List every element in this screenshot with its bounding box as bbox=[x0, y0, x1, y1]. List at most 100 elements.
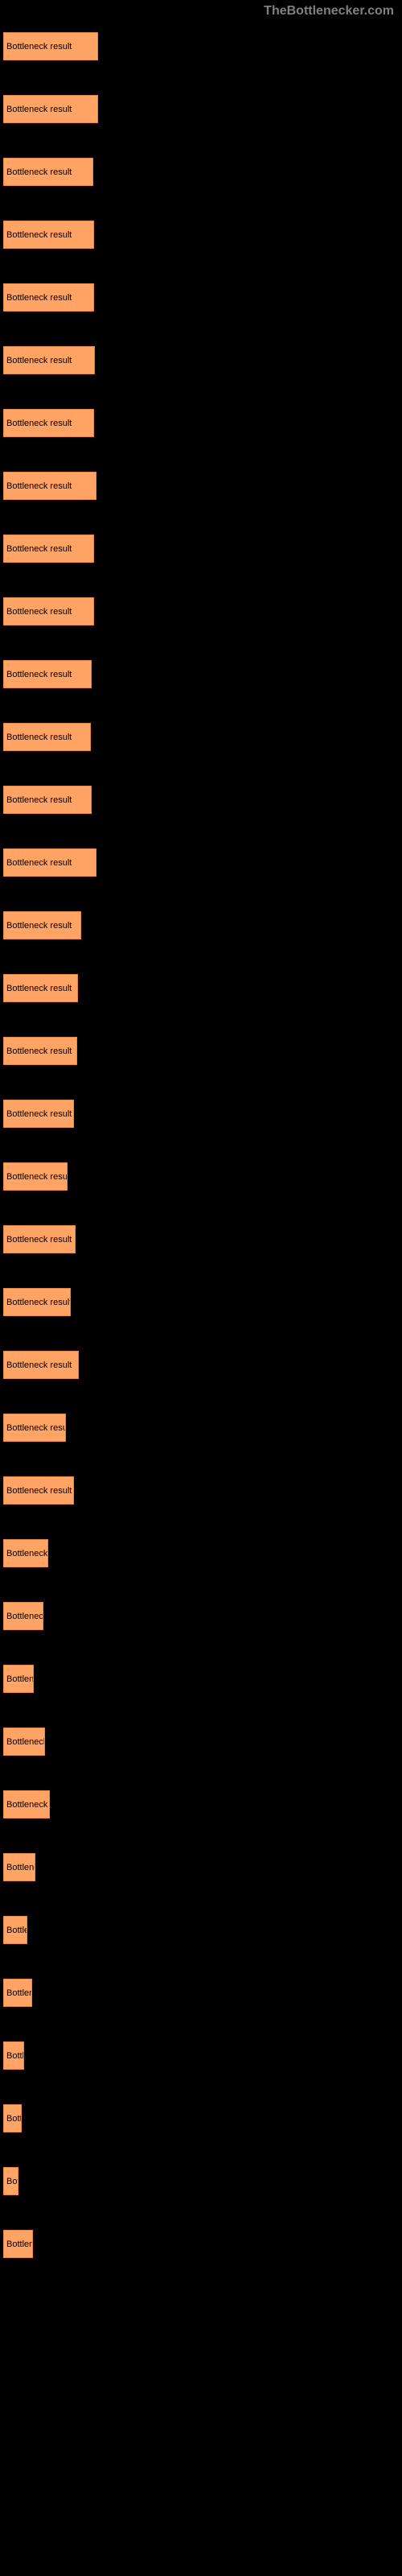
bar-chart: Bottleneck result Bottleneck result Bottle… bbox=[0, 0, 402, 2258]
bar-label: Bottleneck result bbox=[6, 1863, 35, 1872]
bar-label: Bottleneck result bbox=[6, 230, 72, 240]
chart-bar: Bottleneck result bbox=[3, 786, 92, 814]
chart-bar: Bottleneck result bbox=[3, 1225, 76, 1253]
chart-bar: Bottleneck result bbox=[3, 32, 98, 60]
chart-bar: Bottleneck result bbox=[3, 158, 93, 186]
bar-row: Bottleneck result bbox=[3, 2041, 402, 2070]
chart-bar: Bottleneck result bbox=[3, 1728, 45, 1756]
bar-label: Bottleneck result bbox=[6, 1298, 71, 1307]
bar-row: Bottleneck result bbox=[3, 2230, 402, 2258]
chart-bar: Bottleneck result bbox=[3, 1665, 34, 1693]
bar-label: Bottleneck result bbox=[6, 984, 72, 993]
bar-row: Bottleneck result bbox=[3, 1162, 402, 1191]
bar-label: Bottleneck result bbox=[6, 356, 72, 365]
chart-bar: Bottleneck result bbox=[3, 1602, 43, 1630]
bar-row: Bottleneck result bbox=[3, 472, 402, 500]
chart-bar: Bottleneck result bbox=[3, 1476, 74, 1505]
bar-row: Bottleneck result bbox=[3, 2167, 402, 2195]
chart-bar: Bottleneck result bbox=[3, 1351, 79, 1379]
bar-label: Bottleneck result bbox=[6, 105, 72, 114]
chart-bar: Bottleneck result bbox=[3, 2104, 22, 2132]
bar-row: Bottleneck result bbox=[3, 597, 402, 625]
bar-label: Bottleneck result bbox=[6, 1674, 34, 1684]
chart-bar: Bottleneck result bbox=[3, 1979, 32, 2007]
bar-row: Bottleneck result bbox=[3, 660, 402, 688]
bar-row: Bottleneck result bbox=[3, 974, 402, 1002]
chart-bar: Bottleneck result bbox=[3, 1539, 48, 1567]
bar-label: Bottleneck result bbox=[6, 1360, 72, 1370]
bar-label: Bottleneck result bbox=[6, 1612, 43, 1621]
bar-row: Bottleneck result bbox=[3, 1539, 402, 1567]
chart-bar: Bottleneck result bbox=[3, 848, 96, 877]
bar-row: Bottleneck result bbox=[3, 1100, 402, 1128]
chart-bar: Bottleneck result bbox=[3, 1037, 77, 1065]
bar-label: Bottleneck result bbox=[6, 481, 72, 491]
bar-row: Bottleneck result bbox=[3, 848, 402, 877]
bar-label: Bottleneck result bbox=[6, 1423, 66, 1433]
bar-label: Bottleneck result bbox=[6, 921, 72, 931]
bar-label: Bottleneck result bbox=[6, 167, 72, 177]
bar-label: Bottleneck result bbox=[6, 2051, 24, 2061]
chart-bar: Bottleneck result bbox=[3, 2041, 24, 2070]
bar-row: Bottleneck result bbox=[3, 32, 402, 60]
bar-row: Bottleneck result bbox=[3, 1979, 402, 2007]
chart-bar: Bottleneck result bbox=[3, 2167, 18, 2195]
bar-row: Bottleneck result bbox=[3, 158, 402, 186]
chart-bar: Bottleneck result bbox=[3, 1916, 27, 1944]
bar-row: Bottleneck result bbox=[3, 2104, 402, 2132]
chart-bar: Bottleneck result bbox=[3, 660, 92, 688]
chart-bar: Bottleneck result bbox=[3, 911, 81, 939]
bar-row: Bottleneck result bbox=[3, 409, 402, 437]
bar-label: Bottleneck result bbox=[6, 1926, 27, 1935]
bar-label: Bottleneck result bbox=[6, 2177, 18, 2186]
chart-bar: Bottleneck result bbox=[3, 723, 91, 751]
bar-row: Bottleneck result bbox=[3, 1037, 402, 1065]
bar-label: Bottleneck result bbox=[6, 42, 72, 52]
chart-bar: Bottleneck result bbox=[3, 1162, 68, 1191]
bar-row: Bottleneck result bbox=[3, 911, 402, 939]
bar-row: Bottleneck result bbox=[3, 786, 402, 814]
chart-bar: Bottleneck result bbox=[3, 1288, 71, 1316]
bar-row: Bottleneck result bbox=[3, 1916, 402, 1944]
chart-bar: Bottleneck result bbox=[3, 95, 98, 123]
bar-row: Bottleneck result bbox=[3, 1853, 402, 1881]
chart-bar: Bottleneck result bbox=[3, 283, 94, 312]
bar-row: Bottleneck result bbox=[3, 1351, 402, 1379]
bar-row: Bottleneck result bbox=[3, 1790, 402, 1818]
chart-bar: Bottleneck result bbox=[3, 1100, 74, 1128]
bar-label: Bottleneck result bbox=[6, 1235, 72, 1245]
bar-label: Bottleneck result bbox=[6, 293, 72, 303]
bar-label: Bottleneck result bbox=[6, 2114, 22, 2124]
bar-row: Bottleneck result bbox=[3, 221, 402, 249]
bar-label: Bottleneck result bbox=[6, 1486, 72, 1496]
bar-label: Bottleneck result bbox=[6, 795, 72, 805]
bar-row: Bottleneck result bbox=[3, 1288, 402, 1316]
bar-row: Bottleneck result bbox=[3, 1225, 402, 1253]
chart-bar: Bottleneck result bbox=[3, 472, 96, 500]
bar-label: Bottleneck result bbox=[6, 858, 72, 868]
bar-row: Bottleneck result bbox=[3, 535, 402, 563]
chart-bar: Bottleneck result bbox=[3, 1414, 66, 1442]
bar-label: Bottleneck result bbox=[6, 419, 72, 428]
bar-label: Bottleneck result bbox=[6, 1109, 72, 1119]
bar-label: Bottleneck result bbox=[6, 607, 72, 617]
bar-label: Bottleneck result bbox=[6, 544, 72, 554]
chart-bar: Bottleneck result bbox=[3, 1853, 35, 1881]
bar-label: Bottleneck result bbox=[6, 733, 72, 742]
bar-row: Bottleneck result bbox=[3, 1602, 402, 1630]
bar-label: Bottleneck result bbox=[6, 1737, 45, 1747]
bar-row: Bottleneck result bbox=[3, 723, 402, 751]
bar-label: Bottleneck result bbox=[6, 1800, 50, 1810]
bar-row: Bottleneck result bbox=[3, 95, 402, 123]
chart-bar: Bottleneck result bbox=[3, 974, 78, 1002]
chart-bar: Bottleneck result bbox=[3, 409, 94, 437]
bar-label: Bottleneck result bbox=[6, 1988, 32, 1998]
bar-label: Bottleneck result bbox=[6, 670, 72, 679]
chart-bar: Bottleneck result bbox=[3, 597, 94, 625]
chart-bar: Bottleneck result bbox=[3, 221, 94, 249]
chart-bar: Bottleneck result bbox=[3, 2230, 33, 2258]
bar-row: Bottleneck result bbox=[3, 1476, 402, 1505]
chart-bar: Bottleneck result bbox=[3, 346, 95, 374]
chart-bar: Bottleneck result bbox=[3, 535, 94, 563]
bar-label: Bottleneck result bbox=[6, 1046, 72, 1056]
